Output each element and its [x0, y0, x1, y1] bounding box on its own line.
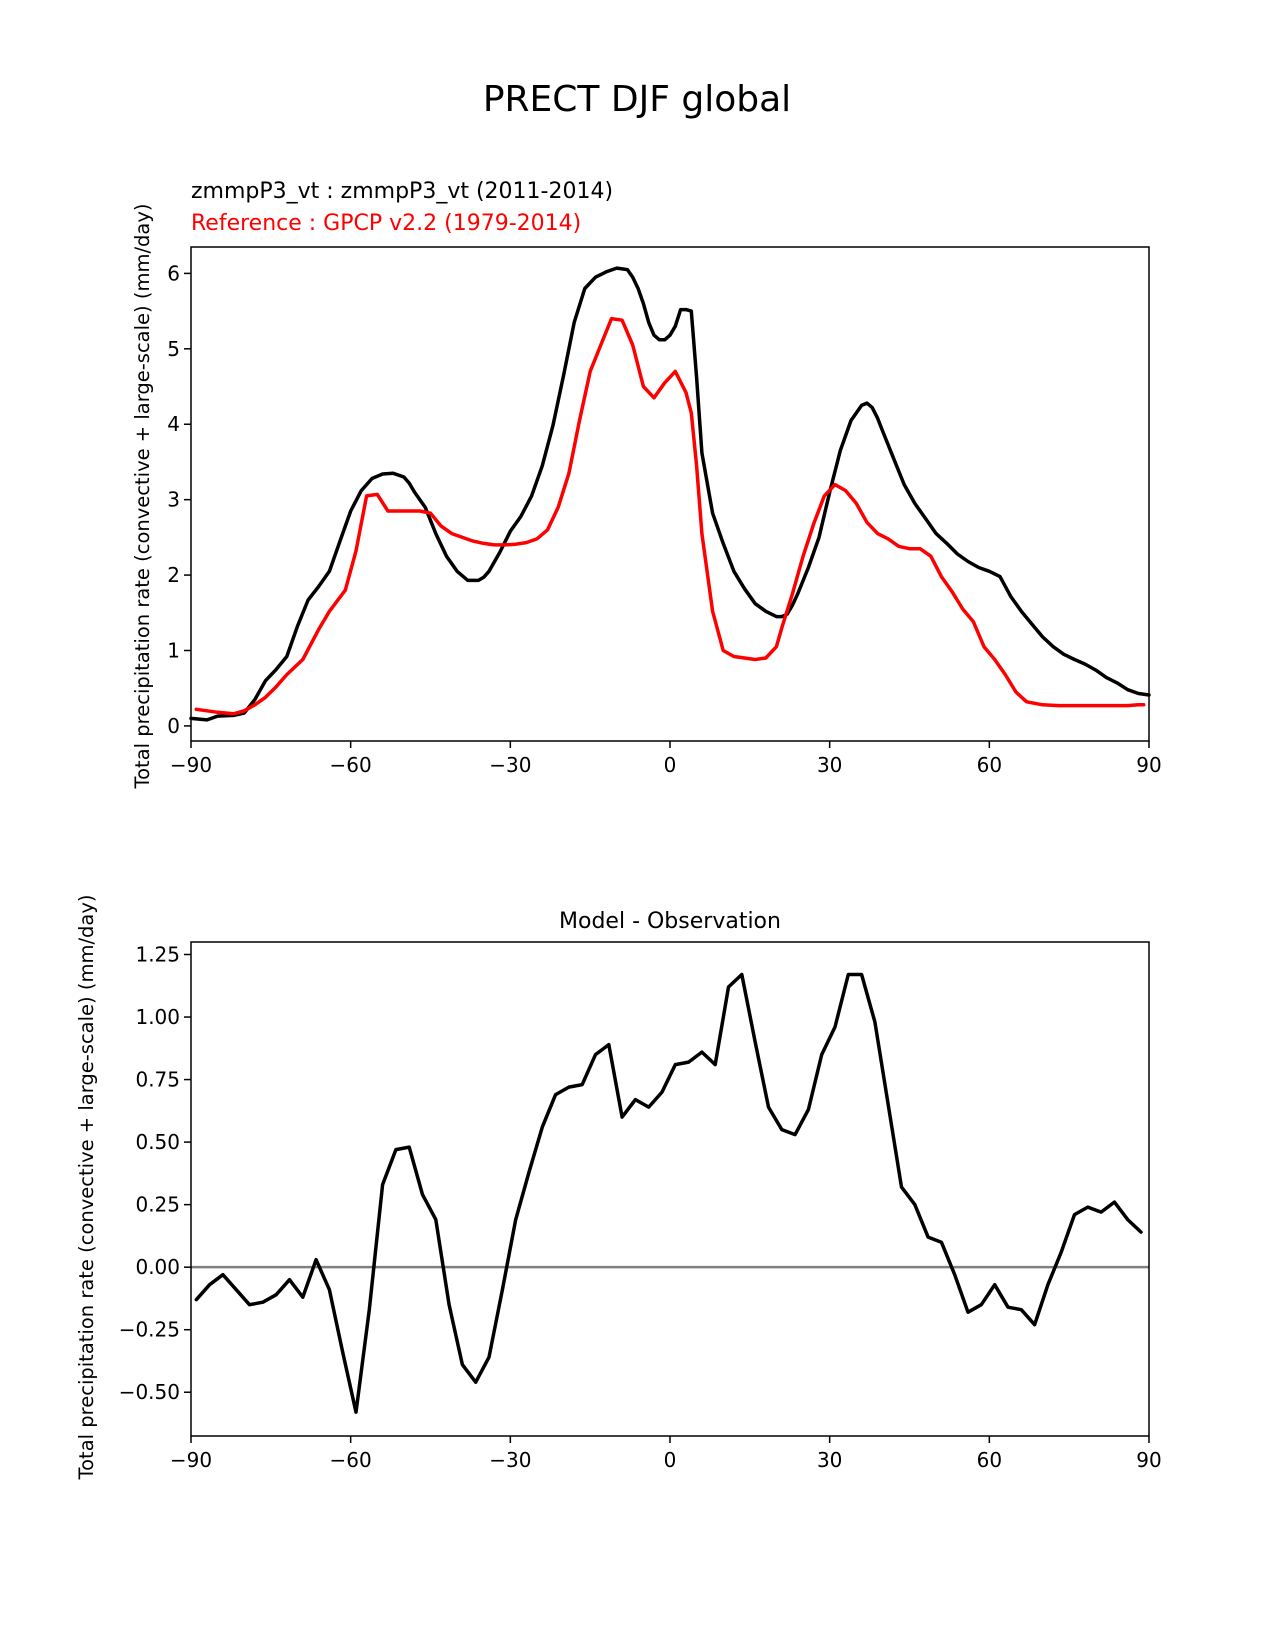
figure-title: PRECT DJF global — [483, 79, 791, 120]
x-tick-label: 30 — [817, 1448, 842, 1472]
x-tick-label: 60 — [977, 1448, 1002, 1472]
series-line-model — [189, 266, 1151, 722]
x-tick-label: −60 — [330, 753, 372, 777]
y-tick-label: 0.25 — [135, 1193, 180, 1217]
y-tick-label: 0 — [167, 714, 180, 738]
x-tick-label: 90 — [1136, 1448, 1161, 1472]
x-tick-label: 0 — [664, 1448, 677, 1472]
bottom-title: Model - Observation — [559, 909, 781, 934]
top-y-axis-label: Total precipitation rate (convective + l… — [131, 204, 154, 790]
series-line-model — [194, 972, 1143, 1414]
x-tick-label: −90 — [170, 1448, 212, 1472]
y-tick-label: 0.50 — [135, 1130, 180, 1154]
top-panel: zmmpP3_vt : zmmpP3_vt (2011-2014) Refere… — [131, 179, 1162, 789]
bottom-y-axis-label: Total precipitation rate (convective + l… — [75, 895, 98, 1481]
y-tick-label: 1.25 — [135, 943, 180, 967]
x-tick-label: 30 — [817, 753, 842, 777]
x-tick-label: 60 — [977, 753, 1002, 777]
top-y-ticks: 0 1 2 3 4 5 6 — [167, 261, 191, 738]
y-tick-label: 0.00 — [135, 1255, 180, 1279]
bottom-y-ticks: −0.50 −0.25 0.00 0.25 0.50 0.75 1.00 1.25 — [119, 943, 191, 1404]
bottom-series — [194, 972, 1143, 1414]
y-tick-label: 1 — [167, 638, 180, 662]
top-plot-frame — [190, 246, 1150, 742]
bottom-x-ticks: −90 −60 −30 0 30 60 90 — [170, 1436, 1162, 1472]
y-tick-label: 4 — [167, 412, 180, 436]
x-tick-label: 0 — [664, 753, 677, 777]
x-tick-label: −60 — [330, 1448, 372, 1472]
bottom-plot-frame — [190, 941, 1150, 1437]
y-tick-label: −0.50 — [119, 1380, 180, 1404]
top-series — [189, 266, 1151, 722]
y-tick-label: 1.00 — [135, 1005, 180, 1029]
x-tick-label: −30 — [489, 753, 531, 777]
y-tick-label: −0.25 — [119, 1318, 180, 1342]
series-line-reference — [194, 316, 1146, 716]
bottom-panel: Model - Observation Total precipitation … — [75, 895, 1162, 1481]
y-tick-label: 2 — [167, 563, 180, 587]
x-tick-label: 90 — [1136, 753, 1161, 777]
top-title-reference: Reference : GPCP v2.2 (1979-2014) — [191, 211, 581, 236]
y-tick-label: 0.75 — [135, 1068, 180, 1092]
y-tick-label: 3 — [167, 488, 180, 512]
y-tick-label: 6 — [167, 261, 180, 285]
top-x-ticks: −90 −60 −30 0 30 60 90 — [170, 741, 1162, 777]
top-title-model: zmmpP3_vt : zmmpP3_vt (2011-2014) — [191, 179, 613, 204]
x-tick-label: −90 — [170, 753, 212, 777]
x-tick-label: −30 — [489, 1448, 531, 1472]
y-tick-label: 5 — [167, 337, 180, 361]
